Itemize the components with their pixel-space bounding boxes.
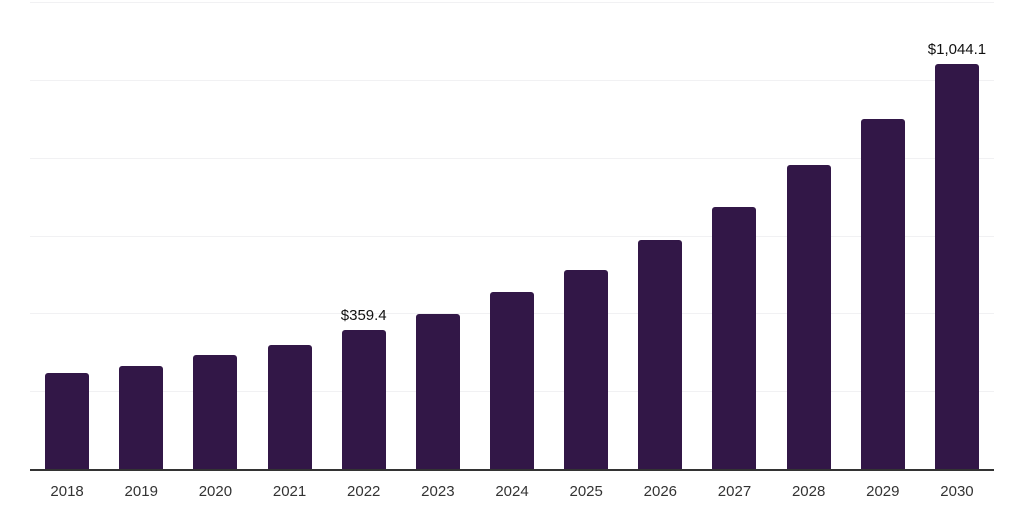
bar-2022 [341, 330, 386, 470]
bar-2018 [45, 373, 90, 470]
bar-cell [401, 3, 475, 470]
x-axis-labels: 2018 2019 2020 2021 2022 2023 2024 2025 2026 2027… [30, 481, 994, 505]
bar-2026 [638, 240, 683, 470]
x-tick-2025: 2025 [569, 483, 603, 500]
bar-cell [252, 3, 326, 470]
x-tick-2019: 2019 [124, 483, 158, 500]
bar-2027 [712, 206, 757, 470]
x-tick-2029: 2029 [866, 483, 900, 500]
plot-area: $359.4 $1,044.1 [30, 3, 994, 470]
bar-cell [475, 3, 549, 470]
x-axis-line [30, 469, 994, 471]
x-tick-2018: 2018 [50, 483, 84, 500]
bar-cell [623, 3, 697, 470]
bar-2029 [860, 118, 905, 470]
x-tick-2022: 2022 [347, 483, 381, 500]
x-tick-2030: 2030 [940, 483, 974, 500]
data-label-2030: $1,044.1 [927, 40, 987, 58]
bar-2023 [415, 313, 460, 470]
bar-cell: $1,044.1 [920, 3, 994, 470]
bar-cell [549, 3, 623, 470]
bar-2020 [193, 355, 238, 470]
bar-cell [846, 3, 920, 470]
bars-container: $359.4 $1,044.1 [30, 3, 994, 470]
bar-cell [178, 3, 252, 470]
x-tick-2028: 2028 [791, 483, 826, 500]
bar-2019 [119, 366, 164, 470]
bar-cell [30, 3, 104, 470]
x-tick-2023: 2023 [421, 483, 455, 500]
x-tick-2024: 2024 [495, 483, 529, 500]
bar-cell: $359.4 [327, 3, 401, 470]
bar-cell [104, 3, 178, 470]
bar-2028 [786, 165, 831, 470]
bar-2024 [490, 291, 535, 470]
x-tick-2021: 2021 [272, 483, 307, 500]
bar-2021 [267, 345, 312, 470]
x-tick-2027: 2027 [717, 483, 752, 500]
x-tick-2026: 2026 [643, 483, 678, 500]
bar-2030 [934, 63, 979, 470]
bar-cell [772, 3, 846, 470]
bar-cell [697, 3, 771, 470]
x-tick-2020: 2020 [198, 483, 233, 500]
bar-2025 [564, 269, 609, 470]
data-label-2022: $359.4 [340, 307, 387, 325]
